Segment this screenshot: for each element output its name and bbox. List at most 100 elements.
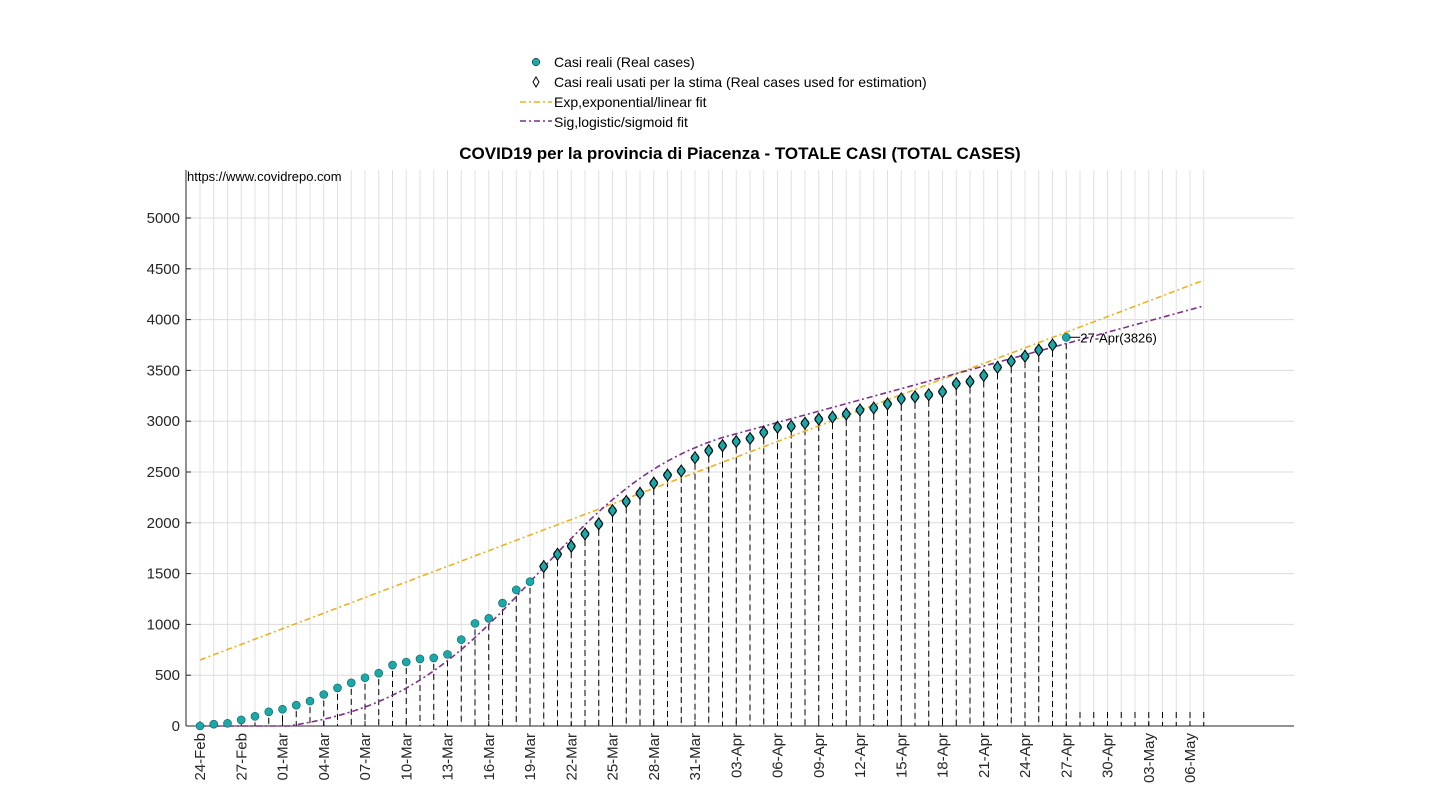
estimation-point [786,419,796,434]
x-tick-label: 25-Mar [605,733,622,781]
x-axis: 24-Feb 27-Feb 01-Mar 04-Mar 07-Mar 10-Mar 13-M… [192,721,1199,783]
data-point [305,696,315,706]
data-point [470,619,480,628]
estimation-point [621,494,631,509]
estimation-point [800,416,810,431]
data-point [319,690,329,699]
data-point [346,678,356,688]
data-point [484,614,494,623]
y-tick-label: 2000 [147,515,180,532]
x-tick-label: 24-Feb [192,733,209,781]
x-tick-label: 04-Mar [316,733,333,781]
x-tick-label: 28-Mar [646,733,663,781]
data-point [401,657,411,667]
estimation-point [1047,338,1058,352]
x-tick-label: 18-Apr [935,733,952,778]
estimation-point [594,516,604,531]
y-axis: 0 500 1000 1500 2000 2500 3000 3500 4000 4500 5000 [147,210,191,735]
grid [185,170,1294,727]
estimation-point [869,401,879,415]
estimation-point [882,397,893,411]
estimation-point [910,389,920,404]
estimation-point [992,360,1003,375]
estimation-point [827,410,838,425]
watermark-url: https://www.covidrepo.com [187,169,342,184]
data-point [278,704,287,714]
y-tick-label: 2500 [147,464,180,481]
estimation-point [814,412,824,427]
data-point [525,577,535,587]
estimation-point [896,391,906,406]
estimation-point [745,431,755,446]
estimation-point [607,503,618,518]
estimation-point [759,425,769,440]
last-value-annotation: 27-Apr(3826) [1080,330,1157,345]
estimation-point [924,387,934,402]
x-tick-label: 24-Apr [1017,733,1034,778]
plot-area: 0 500 1000 1500 2000 2500 3000 3500 4000 4500 5000… [147,170,1294,783]
data-point [209,719,219,729]
data-point [456,635,466,644]
x-tick-label: 07-Mar [357,733,374,781]
legend-marker-real-cases [531,57,541,67]
x-tick-label: 10-Mar [398,733,415,781]
x-tick-label: 15-Apr [893,733,910,778]
estimation-point [649,476,659,491]
y-tick-label: 1500 [147,566,180,583]
estimation-point [855,403,865,417]
y-tick-label: 0 [172,718,180,735]
estimation-points [539,338,1058,574]
estimation-point [979,368,989,383]
x-tick-label: 19-Mar [522,733,539,781]
x-tick-label: 06-Apr [770,733,787,778]
data-point [250,712,260,721]
data-point [333,683,342,693]
x-tick-label: 22-Mar [563,733,580,781]
estimation-point [841,407,851,421]
data-point [360,673,370,683]
x-tick-label: 21-Apr [976,733,993,778]
x-tick-label: 31-Mar [687,733,704,781]
data-point [291,700,301,710]
estimation-point [951,376,961,391]
data-point [443,650,452,659]
y-tick-label: 1000 [147,616,180,633]
data-point [388,660,397,670]
estimation-point [690,450,700,465]
estimation-point [704,443,714,458]
estimation-point [662,468,673,482]
legend-label-real-cases: Casi reali (Real cases) [554,54,695,70]
drop-lines [240,343,1205,726]
y-tick-label: 3000 [147,413,180,430]
data-point [195,721,205,731]
estimation-point [1034,343,1044,357]
data-point [374,668,384,678]
estimation-point [717,438,728,453]
x-tick-label: 13-Mar [440,733,457,781]
legend-label-sig-fit: Sig,logistic/sigmoid fit [554,114,688,130]
y-tick-label: 4000 [147,312,180,329]
x-tick-label: 27-Feb [233,733,250,781]
estimation-point [937,384,948,399]
data-point [511,585,521,595]
data-point [498,598,507,608]
y-tick-label: 3500 [147,362,180,379]
sig-fit-line [200,305,1205,727]
data-point [1061,332,1071,342]
legend-label-exp-fit: Exp,exponential/linear fit [554,94,707,110]
data-point [264,707,274,717]
data-point [415,654,425,664]
y-tick-label: 4500 [147,261,180,278]
data-point [236,715,246,725]
x-tick-label: 01-Mar [275,733,292,781]
estimation-point [676,464,686,478]
x-tick-label: 06-May [1182,733,1199,784]
estimation-point [731,434,741,449]
estimation-point [1006,354,1016,369]
estimation-point [772,420,783,435]
y-tick-label: 500 [155,667,180,684]
estimation-point [965,374,975,389]
legend-marker-estimation-cases [532,76,540,88]
estimation-point [539,559,549,574]
x-tick-label: 03-May [1141,733,1158,784]
